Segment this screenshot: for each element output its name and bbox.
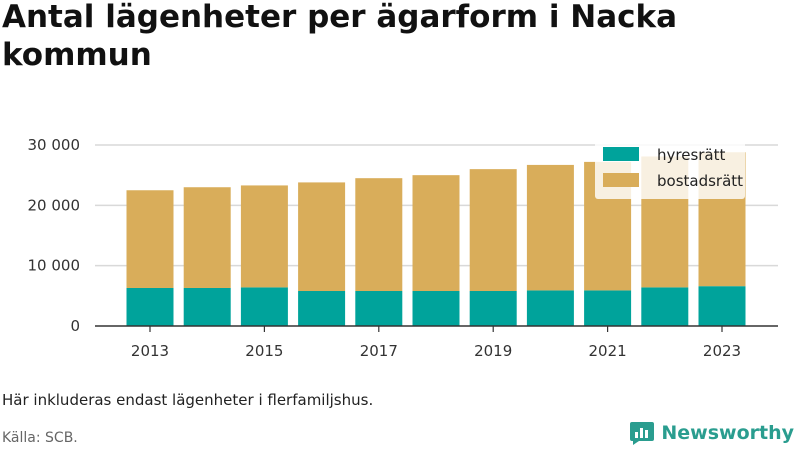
x-tick-label: 2023	[703, 342, 741, 360]
bar-bostadsratt	[412, 175, 460, 292]
y-tick-label: 20 000	[28, 196, 81, 214]
bar-hyresratt	[355, 291, 403, 326]
legend-swatch	[603, 173, 639, 187]
bar-hyresratt	[526, 290, 574, 326]
bar-hyresratt	[698, 286, 746, 326]
y-tick-label: 10 000	[28, 257, 81, 275]
bar-bostadsratt	[469, 169, 517, 292]
bar-hyresratt	[126, 287, 174, 326]
brand-name: Newsworthy	[661, 422, 794, 444]
bar-bostadsratt	[126, 190, 174, 288]
x-tick-label: 2017	[360, 342, 398, 360]
x-tick-label: 2021	[589, 342, 627, 360]
x-tick-label: 2019	[474, 342, 512, 360]
bar-bostadsratt	[183, 187, 231, 288]
x-tick-label: 2015	[245, 342, 283, 360]
bar-bostadsratt	[355, 178, 403, 292]
y-tick-label: 30 000	[28, 136, 81, 154]
legend-label: bostadsrätt	[657, 172, 743, 190]
bar-hyresratt	[641, 287, 689, 326]
bar-hyresratt	[584, 290, 632, 326]
source-text: Källa: SCB.	[2, 430, 78, 446]
newsworthy-logo-icon	[630, 422, 655, 445]
x-tick-label: 2013	[131, 342, 169, 360]
bar-hyresratt	[240, 287, 288, 326]
bar-bostadsratt	[298, 182, 346, 292]
legend-swatch	[603, 147, 639, 161]
bar-bostadsratt	[526, 164, 574, 291]
chart-title: Antal lägenheter per ägarform i Nacka ko…	[2, 0, 678, 73]
legend-label: hyresrätt	[657, 146, 726, 164]
bar-bostadsratt	[240, 185, 288, 288]
bar-hyresratt	[183, 287, 231, 326]
chart-note: Här inkluderas endast lägenheter i flerf…	[2, 391, 374, 409]
bar-hyresratt	[298, 291, 346, 326]
bar-hyresratt	[412, 291, 460, 326]
bar-hyresratt	[469, 291, 517, 326]
y-tick-label: 0	[70, 317, 80, 335]
brand-logo: Newsworthy	[629, 420, 794, 446]
